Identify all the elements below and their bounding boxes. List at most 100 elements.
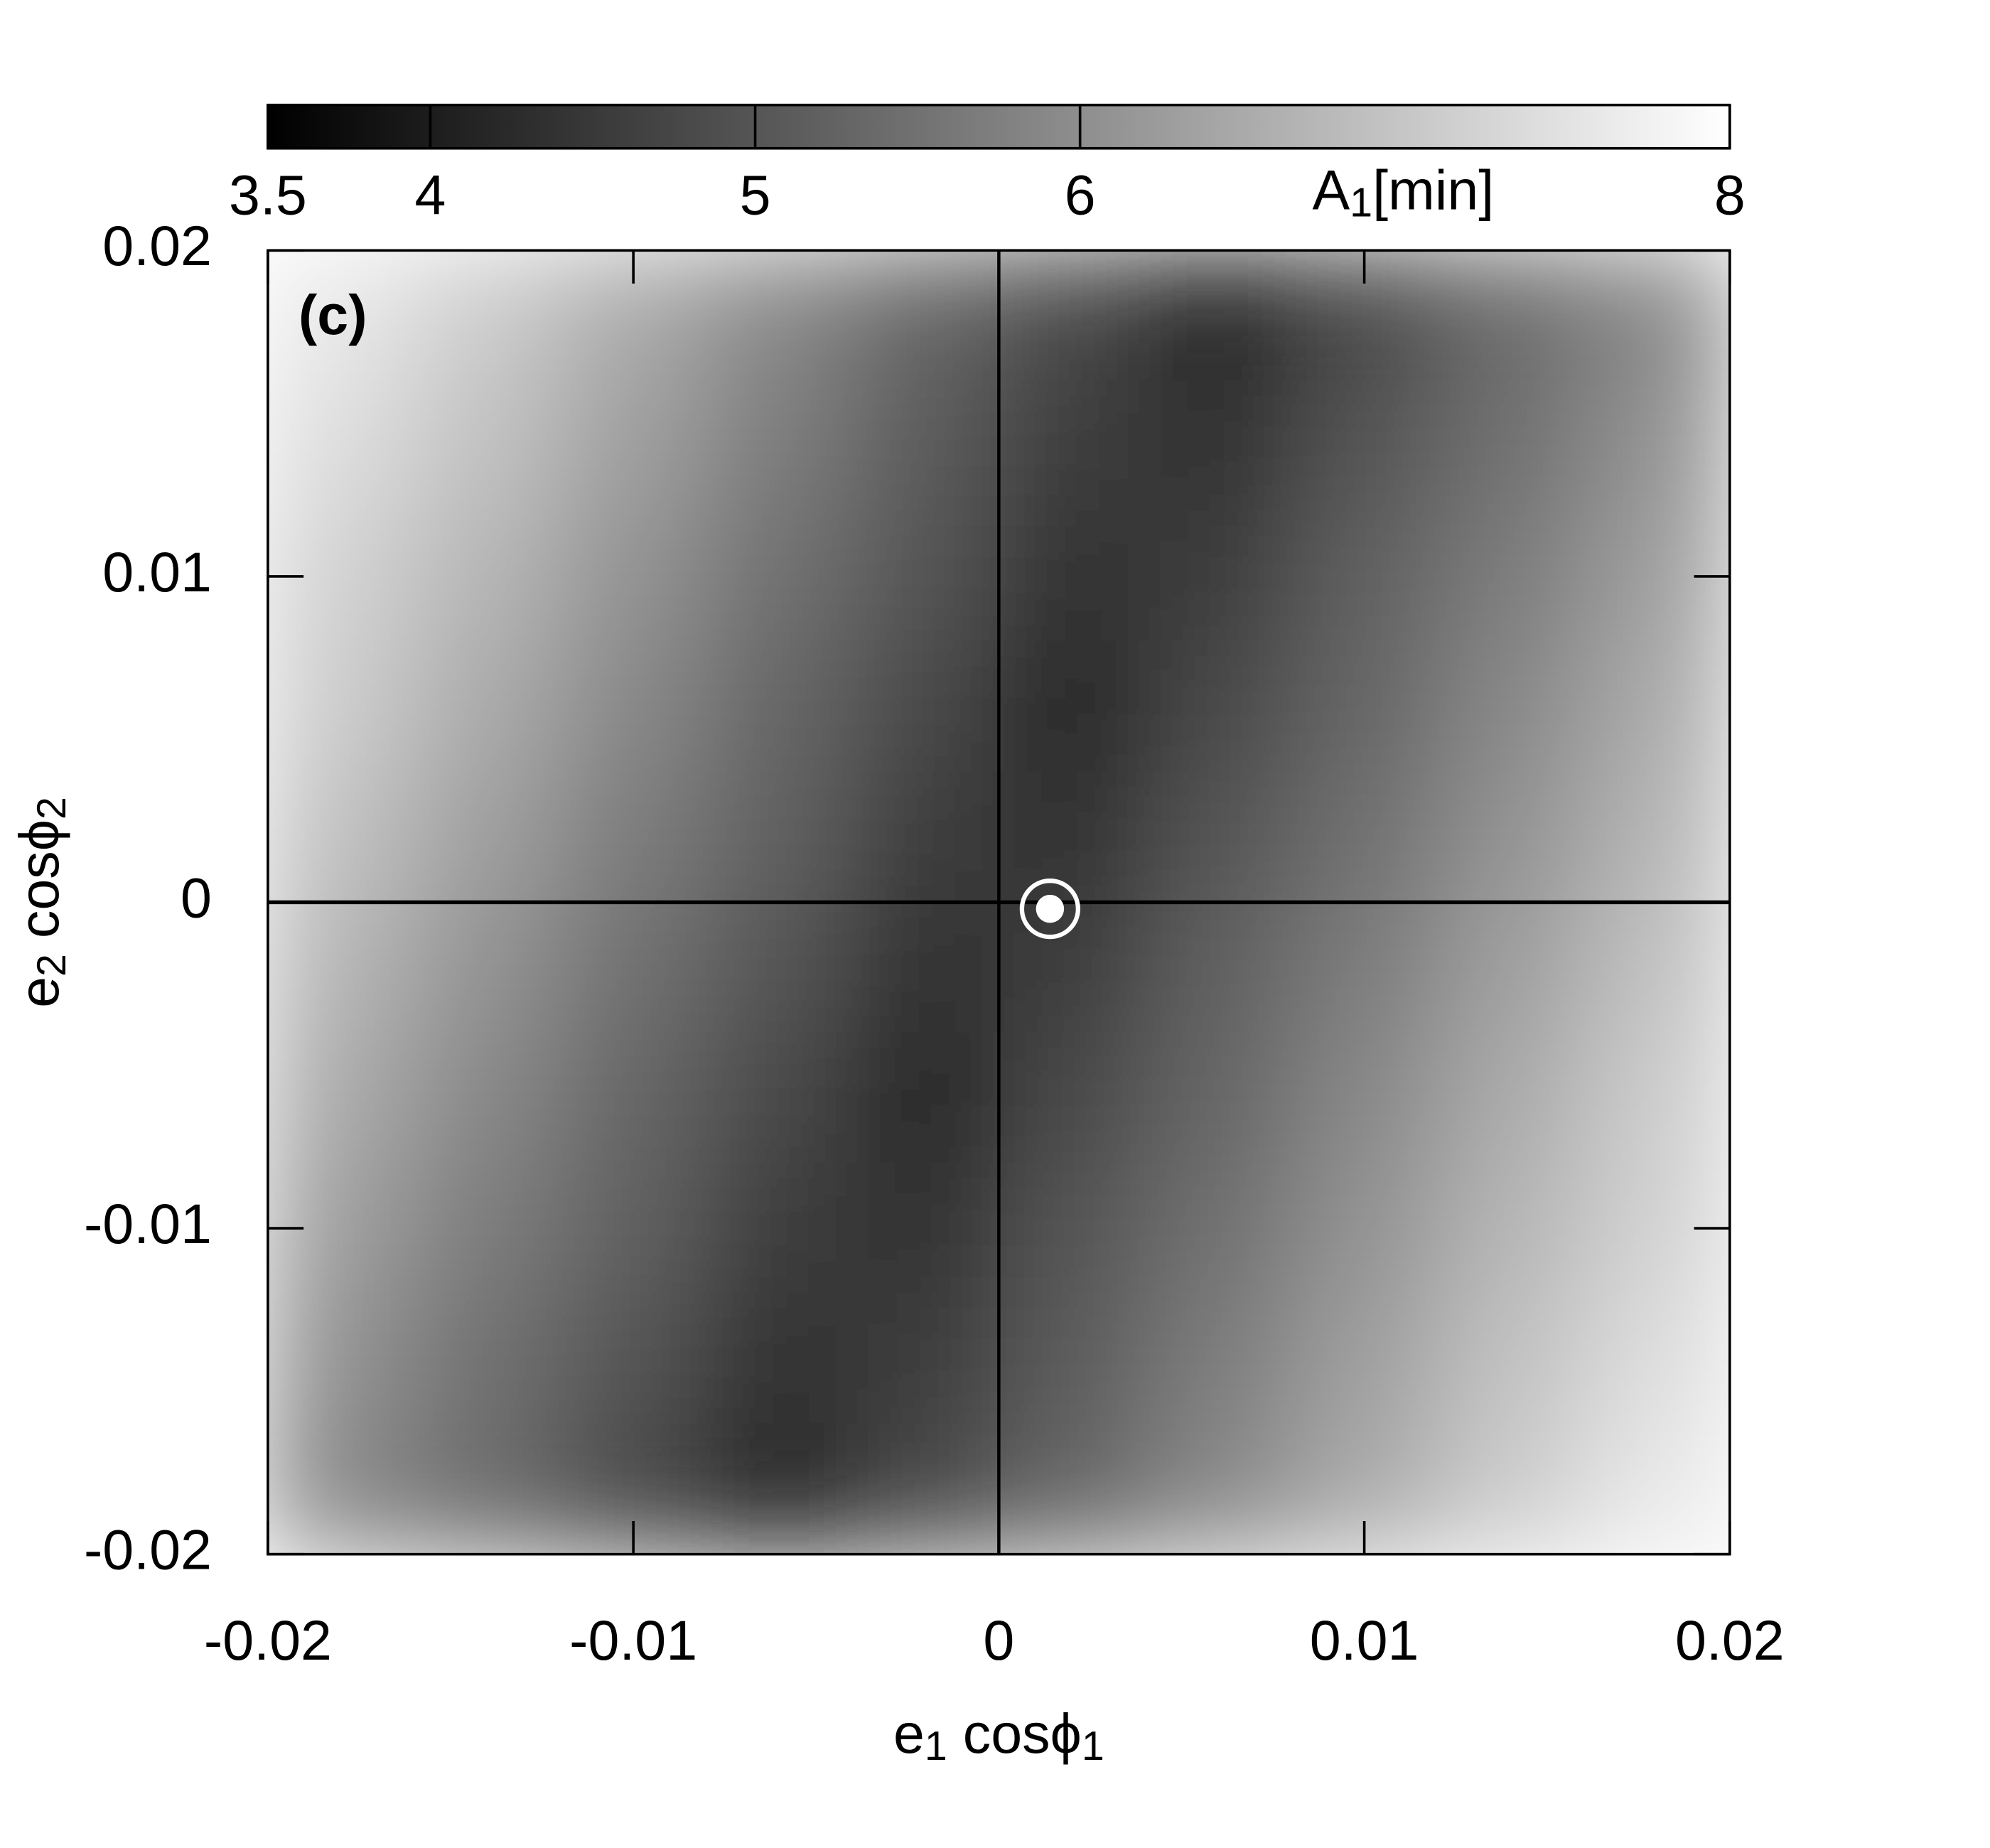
heatmap-cell [413,250,561,382]
heatmap-cell [559,510,707,643]
heatmap-cell [998,1423,1146,1554]
heatmap-cell [998,1162,1146,1294]
heatmap-cell [1436,1032,1585,1164]
heatmap-cell [1290,771,1438,903]
heatmap-cell [1144,1032,1292,1164]
heatmap-cell [706,510,854,643]
heatmap-cell [851,380,1000,512]
heatmap-cell [267,771,415,903]
heatmap-cell [1583,640,1730,773]
colorbar-label: A1[min] [1312,159,1494,225]
x-tick-label: -0.01 [569,1609,697,1672]
marker-dot [1036,894,1065,923]
heatmap-cell [1583,380,1730,512]
heatmap-cell [1583,901,1730,1033]
y-tick-label: -0.02 [84,1519,212,1581]
heatmap-cell [1290,901,1438,1033]
heatmap-cell [413,1423,561,1554]
heatmap-cell [1583,1292,1730,1425]
heatmap-cell [1290,1162,1438,1294]
overlay: -0.02 -0.01 0 0.01 0.02 -0.02 -0.01 0 0.01 0.02 (c… [8,103,1785,1769]
heatmap-cell [267,380,415,512]
heatmap-cell [413,1292,561,1425]
label-part: e [8,977,70,1008]
heatmap-cell [1290,510,1438,643]
heatmap-cell [851,901,1000,1033]
y-tick-label: -0.01 [84,1193,212,1255]
label-part: e [893,1702,925,1765]
heatmap-cell [851,1162,1000,1294]
heatmap-cell [851,640,1000,773]
heatmap-cell [413,640,561,773]
heatmap-cell [851,1032,1000,1164]
heatmap-cell [559,1032,707,1164]
heatmap-cell [1436,1292,1585,1425]
subscript: 1 [1082,1724,1104,1769]
heatmap-cell [267,1423,415,1554]
heatmap-cell [1290,1032,1438,1164]
subscript: 2 [29,954,75,977]
heatmap-cell [1583,771,1730,903]
colorbar [267,103,1731,150]
heatmap-cell [413,901,561,1033]
heatmap-cell [706,1292,854,1425]
heatmap-cell [851,1423,1000,1554]
heatmap-cell [1144,771,1292,903]
heatmap-cell [706,901,854,1033]
y-tick-label: 0.01 [102,541,212,603]
heatmap-cell [1144,901,1292,1033]
y-axis-label: e2 cosϕ2 [8,797,75,1008]
colorbar-tick-label: 5 [740,163,771,226]
heatmap-cell [998,250,1146,382]
heatmap-cell [559,771,707,903]
heatmap-cell [706,771,854,903]
heatmap-cell [1144,1162,1292,1294]
heatmap-cell [1583,250,1730,382]
heatmap-cell [998,1032,1146,1164]
label-part: cosϕ [8,820,70,954]
heatmap-cell [267,640,415,773]
heatmap-cell [559,901,707,1033]
heatmap-cell [267,901,415,1033]
label-part: [min] [1372,159,1494,221]
heatmap-cell [1436,1162,1585,1294]
heatmap-cell [267,1292,415,1425]
heatmap-cell [1436,771,1585,903]
heatmap-cell [851,771,1000,903]
heatmap-cell [413,510,561,643]
heatmap-cell [1144,1423,1292,1554]
panel-label: (c) [298,284,367,346]
heatmap-cell [413,1162,561,1294]
heatmap-cell [706,380,854,512]
heatmap-cell [706,1423,854,1554]
heatmap-cell [851,250,1000,382]
heatmap-cell [706,1162,854,1294]
heatmap-cell [998,1292,1146,1425]
heatmap-cell [1436,510,1585,643]
y-tick-label: 0.02 [102,215,212,277]
colorbar-tick-label: 8 [1714,163,1746,226]
heatmap-cell [1144,1292,1292,1425]
heatmap-cell [559,640,707,773]
heatmap-cell [413,1032,561,1164]
heatmap-cell [851,510,1000,643]
heatmap-cell [1583,1032,1730,1164]
heatmap [267,250,1730,1554]
heatmap-cell [1290,640,1438,773]
heatmap-cell [267,1032,415,1164]
heatmap-cell [267,250,415,382]
heatmap-cell [998,640,1146,773]
x-axis-label: e1 cosϕ1 [893,1702,1104,1769]
label-part: A [1312,159,1350,221]
heatmap-cell [1144,640,1292,773]
heatmap-cell [559,1292,707,1425]
heatmap-cell [998,380,1146,512]
heatmap-cell [559,380,707,512]
heatmap-cell [998,771,1146,903]
x-tick-label: 0.01 [1310,1609,1419,1672]
y-tick-label: 0 [181,866,212,929]
heatmap-cell [413,771,561,903]
colorbar-tick-label: 3.5 [229,163,307,226]
colorbar-tick-label: 6 [1065,163,1096,226]
